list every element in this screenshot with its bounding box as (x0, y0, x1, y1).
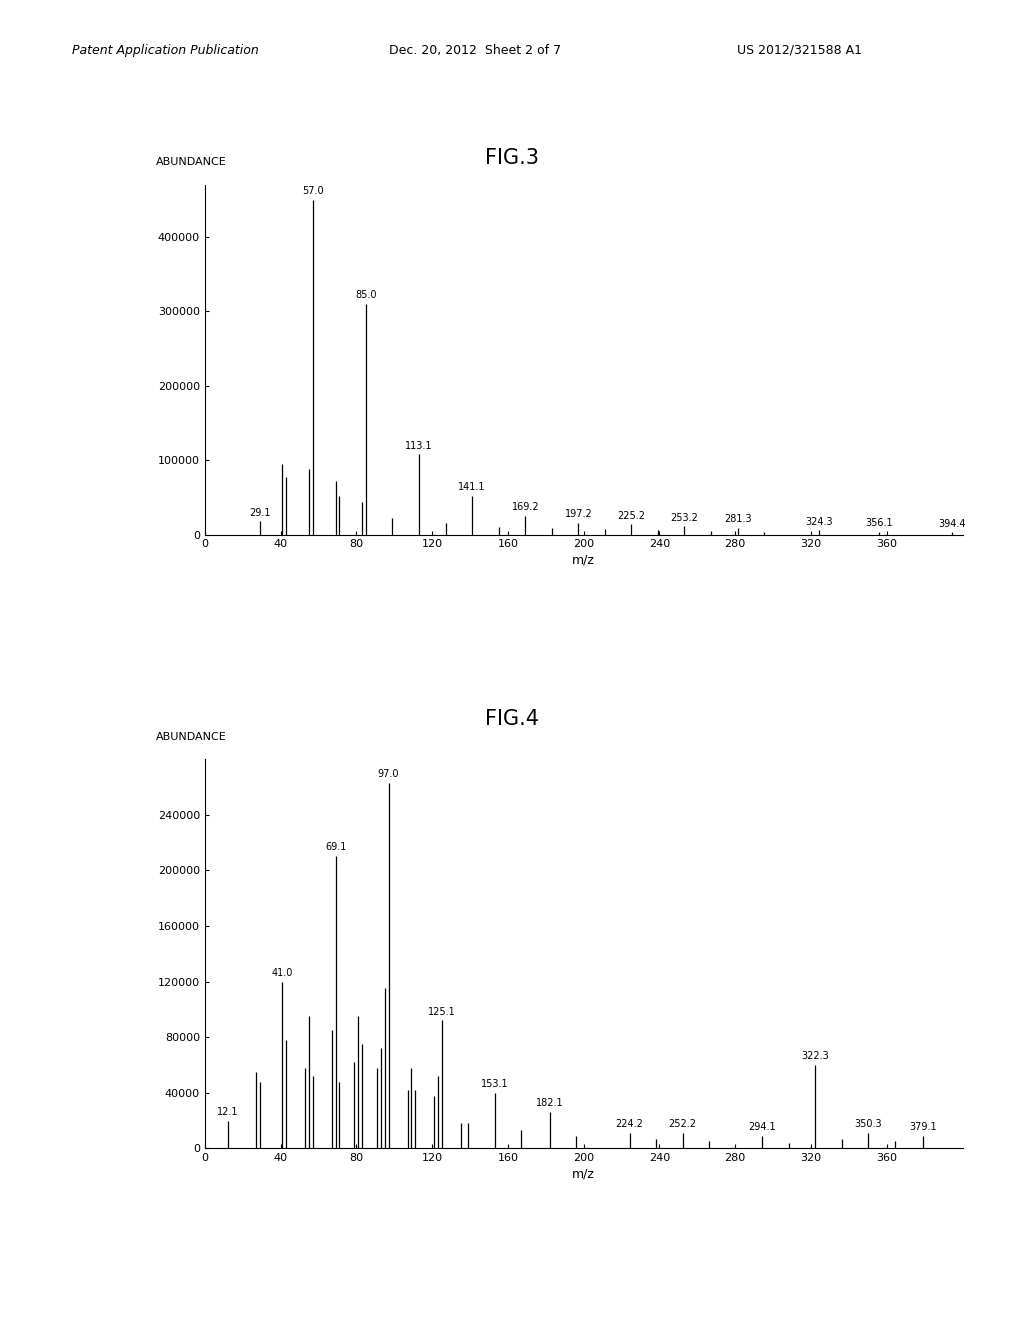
Text: 224.2: 224.2 (615, 1119, 643, 1129)
Text: 253.2: 253.2 (671, 513, 698, 523)
Text: 197.2: 197.2 (564, 510, 592, 519)
Text: 41.0: 41.0 (271, 968, 293, 978)
Text: US 2012/321588 A1: US 2012/321588 A1 (737, 44, 862, 57)
Text: 322.3: 322.3 (802, 1051, 829, 1061)
Text: ABUNDANCE: ABUNDANCE (156, 731, 226, 742)
Text: ABUNDANCE: ABUNDANCE (156, 157, 226, 166)
Text: 125.1: 125.1 (428, 1007, 456, 1016)
Text: 113.1: 113.1 (406, 441, 433, 450)
Text: 281.3: 281.3 (724, 515, 752, 524)
X-axis label: m/z: m/z (572, 553, 595, 566)
Text: 356.1: 356.1 (865, 519, 893, 528)
Text: 350.3: 350.3 (855, 1119, 883, 1129)
Text: Patent Application Publication: Patent Application Publication (72, 44, 258, 57)
Text: 153.1: 153.1 (481, 1078, 509, 1089)
Text: 57.0: 57.0 (302, 186, 324, 197)
Text: Dec. 20, 2012  Sheet 2 of 7: Dec. 20, 2012 Sheet 2 of 7 (389, 44, 561, 57)
X-axis label: m/z: m/z (572, 1167, 595, 1180)
Text: 12.1: 12.1 (217, 1106, 239, 1117)
Text: 252.2: 252.2 (669, 1119, 696, 1129)
Text: FIG.3: FIG.3 (485, 148, 539, 169)
Text: 85.0: 85.0 (355, 290, 377, 301)
Text: 141.1: 141.1 (459, 482, 485, 492)
Text: FIG.4: FIG.4 (485, 709, 539, 730)
Text: 97.0: 97.0 (378, 768, 399, 779)
Text: 225.2: 225.2 (617, 511, 645, 520)
Text: 294.1: 294.1 (749, 1122, 776, 1133)
Text: 182.1: 182.1 (536, 1098, 563, 1109)
Text: 69.1: 69.1 (325, 842, 346, 853)
Text: 379.1: 379.1 (909, 1122, 937, 1133)
Text: 169.2: 169.2 (512, 503, 540, 512)
Text: 324.3: 324.3 (805, 516, 833, 527)
Text: 29.1: 29.1 (249, 508, 270, 517)
Text: 394.4: 394.4 (938, 519, 966, 529)
